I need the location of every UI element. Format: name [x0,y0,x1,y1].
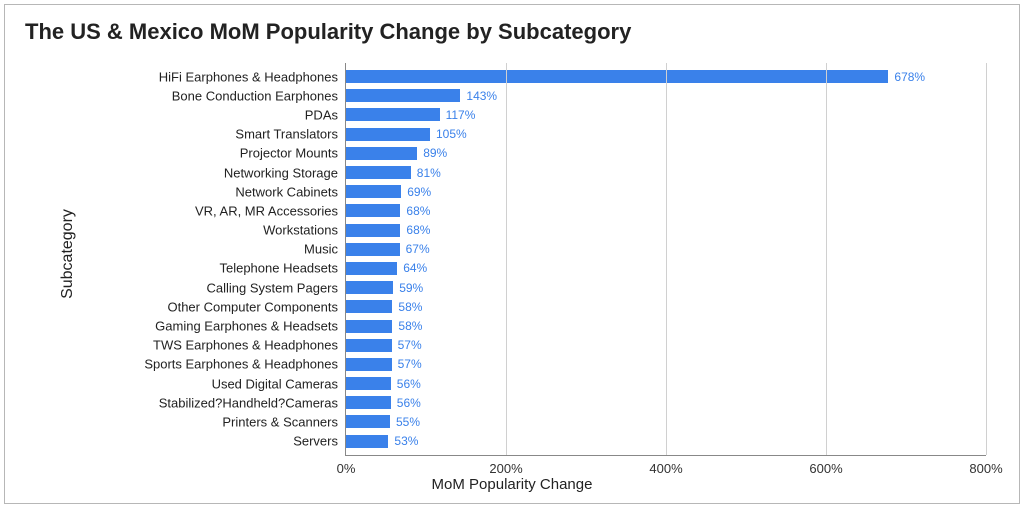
value-label: 67% [406,242,430,256]
bar [346,415,390,428]
category-label: Network Cabinets [235,184,338,199]
category-label: Smart Translators [235,127,338,142]
category-label: Music [304,242,338,257]
value-label: 57% [398,357,422,371]
y-axis-label: Subcategory [59,209,77,299]
value-label: 56% [397,396,421,410]
value-label: 143% [466,89,497,103]
category-label: Calling System Pagers [207,280,339,295]
value-label: 81% [417,166,441,180]
bar [346,320,392,333]
chart-title: The US & Mexico MoM Popularity Change by… [25,19,631,45]
category-label: Servers [293,434,338,449]
bar [346,147,417,160]
chart-frame: The US & Mexico MoM Popularity Change by… [4,4,1020,504]
category-label: TWS Earphones & Headphones [153,338,338,353]
bar [346,377,391,390]
category-label: Printers & Scanners [222,414,338,429]
category-label: Telephone Headsets [219,261,338,276]
value-label: 68% [406,204,430,218]
x-tick-label: 400% [649,461,682,476]
value-label: 678% [894,70,925,84]
bar [346,204,400,217]
category-label: Other Computer Components [167,299,338,314]
category-label: PDAs [305,107,338,122]
gridline [826,63,827,455]
bar [346,358,392,371]
value-label: 105% [436,127,467,141]
bar [346,435,388,448]
category-label: Bone Conduction Earphones [172,88,338,103]
bar [346,262,397,275]
x-tick-label: 800% [969,461,1002,476]
value-label: 53% [394,434,418,448]
category-label: Workstations [263,223,338,238]
value-label: 58% [398,300,422,314]
bar [346,281,393,294]
gridline [506,63,507,455]
category-label: Projector Mounts [240,146,338,161]
bar [346,300,392,313]
value-label: 89% [423,146,447,160]
value-label: 55% [396,415,420,429]
bar [346,128,430,141]
value-label: 64% [403,261,427,275]
chart-canvas: The US & Mexico MoM Popularity Change by… [0,0,1024,508]
bar [346,224,400,237]
x-tick-label: 0% [337,461,356,476]
value-label: 69% [407,185,431,199]
value-label: 117% [446,108,476,122]
category-label: VR, AR, MR Accessories [195,203,338,218]
plot-area: HiFi Earphones & Headphones678%Bone Cond… [345,63,986,456]
bar [346,89,460,102]
value-label: 57% [398,338,422,352]
category-label: Gaming Earphones & Headsets [155,319,338,334]
x-axis-label: MoM Popularity Change [5,476,1019,493]
bar [346,185,401,198]
category-label: Networking Storage [224,165,338,180]
category-label: Sports Earphones & Headphones [144,357,338,372]
bar [346,108,440,121]
category-label: Stabilized?Handheld?Cameras [159,395,338,410]
value-label: 68% [406,223,430,237]
bar [346,396,391,409]
x-tick-label: 200% [489,461,522,476]
value-label: 58% [398,319,422,333]
x-tick-label: 600% [809,461,842,476]
value-label: 59% [399,281,423,295]
category-label: HiFi Earphones & Headphones [159,69,338,84]
category-label: Used Digital Cameras [212,376,338,391]
value-label: 56% [397,377,421,391]
gridline [666,63,667,455]
bar [346,339,392,352]
gridline [986,63,987,455]
bar [346,243,400,256]
bar [346,70,888,83]
bar [346,166,411,179]
